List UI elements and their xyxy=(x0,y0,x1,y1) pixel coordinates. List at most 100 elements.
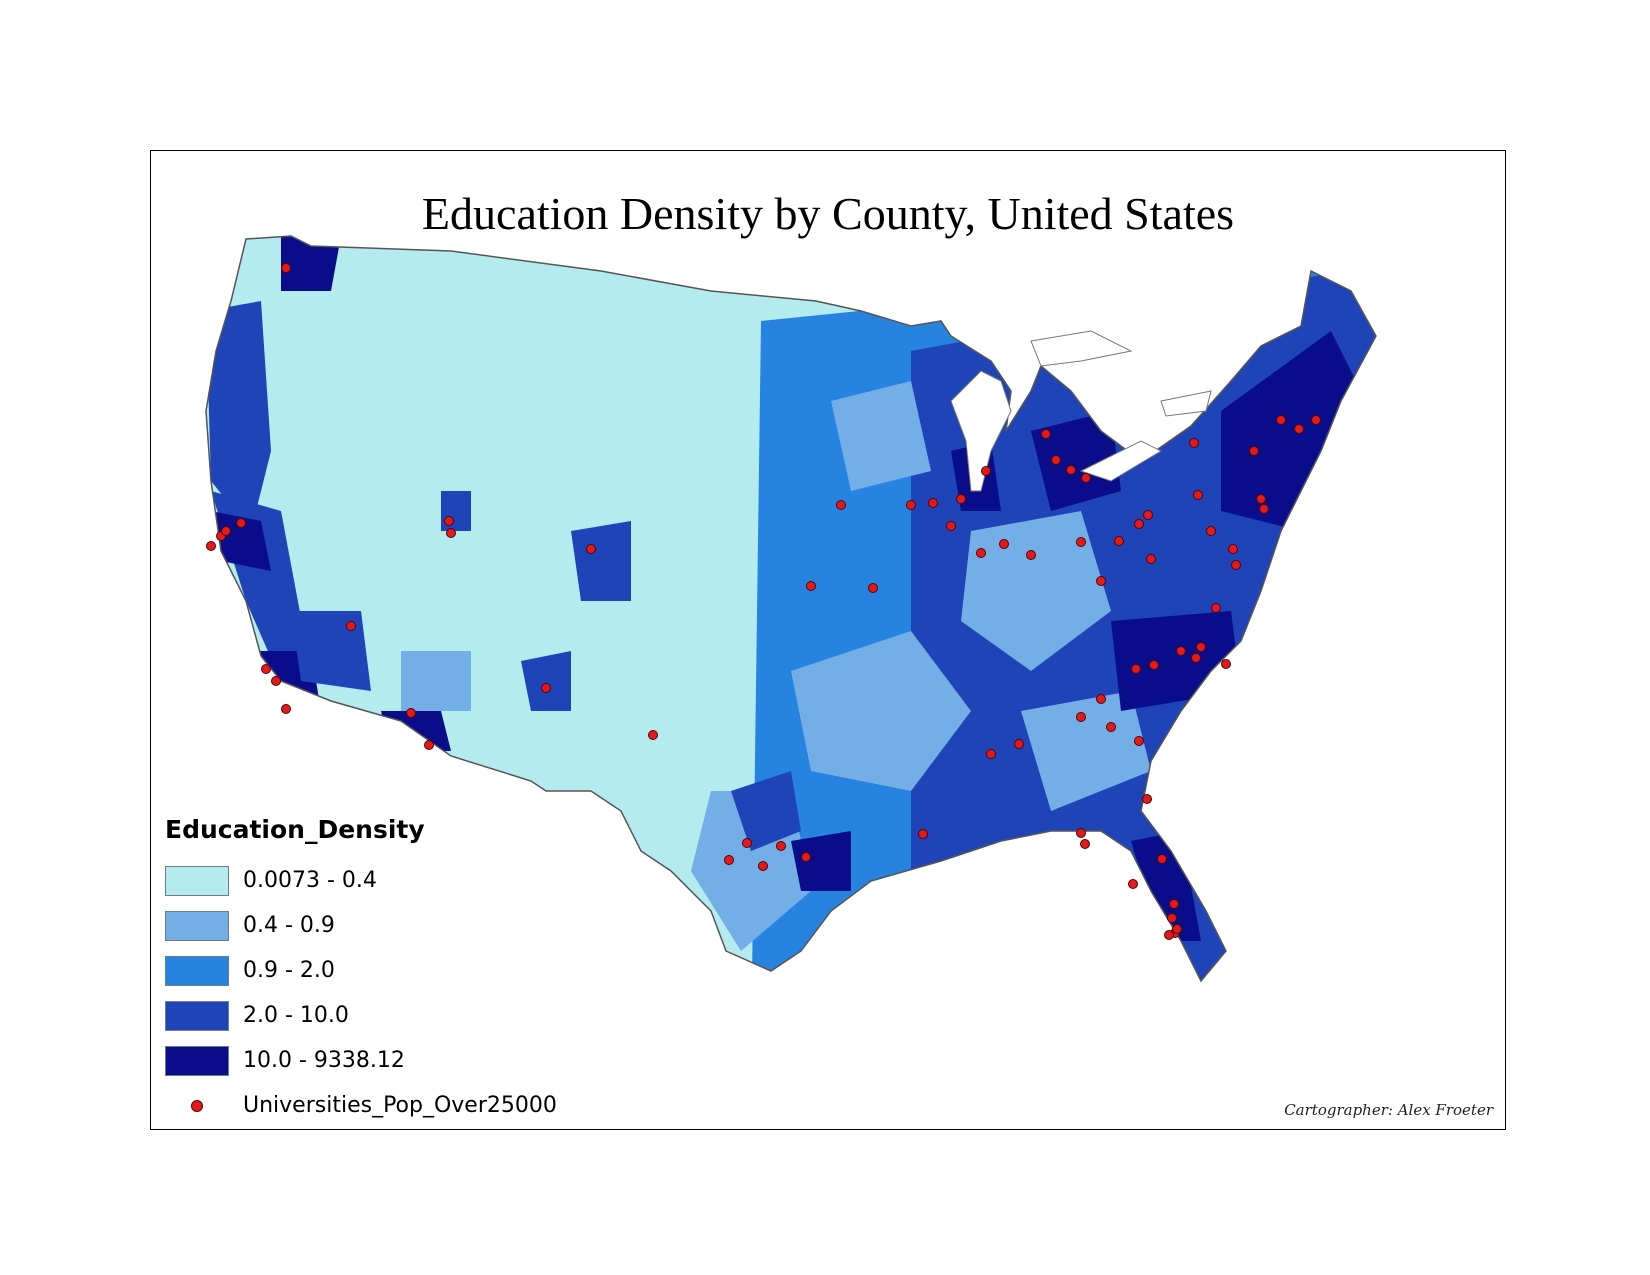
ohio-metro xyxy=(1031,411,1121,511)
university-point xyxy=(1221,659,1231,669)
university-point xyxy=(1131,664,1141,674)
university-point xyxy=(236,518,246,528)
university-point xyxy=(1096,576,1106,586)
university-point xyxy=(1211,603,1221,613)
us-county-map xyxy=(205,235,1377,982)
southern-nevada-fill xyxy=(291,611,371,691)
university-point xyxy=(1081,473,1091,483)
university-point xyxy=(906,500,916,510)
university-point xyxy=(1106,722,1116,732)
university-point xyxy=(1167,913,1177,923)
patch-georgia xyxy=(1021,691,1151,811)
university-point xyxy=(1294,424,1304,434)
university-point xyxy=(1311,415,1321,425)
university-point xyxy=(1080,839,1090,849)
university-point xyxy=(1076,712,1086,722)
university-point xyxy=(999,539,1009,549)
cartographer-credit: Cartographer: Alex Froeter xyxy=(1284,1101,1493,1119)
legend-label-class3: 0.9 - 2.0 xyxy=(243,958,335,983)
legend-label-class2: 0.4 - 0.9 xyxy=(243,913,335,938)
university-point xyxy=(1143,510,1153,520)
university-point xyxy=(1096,694,1106,704)
university-point xyxy=(836,500,846,510)
university-point xyxy=(1128,879,1138,889)
university-point xyxy=(1041,429,1051,439)
university-point xyxy=(446,528,456,538)
university-point xyxy=(271,676,281,686)
legend-swatch-class1 xyxy=(165,865,229,896)
legend-label-class4: 2.0 - 10.0 xyxy=(243,1003,349,1028)
university-point xyxy=(742,838,752,848)
university-point xyxy=(1206,526,1216,536)
university-point xyxy=(758,861,768,871)
texas-central xyxy=(731,771,801,851)
legend-item-class4: 2.0 - 10.0 xyxy=(165,993,557,1038)
university-point xyxy=(1193,490,1203,500)
university-point xyxy=(1259,504,1269,514)
university-point xyxy=(1014,739,1024,749)
legend-label-class5: 10.0 - 9338.12 xyxy=(243,1048,405,1073)
great-lakes xyxy=(950,330,1212,492)
university-dot-icon xyxy=(191,1099,203,1112)
salt-lake-metro xyxy=(441,491,471,531)
university-point xyxy=(806,581,816,591)
legend-item-class3: 0.9 - 2.0 xyxy=(165,948,557,993)
university-point xyxy=(1172,924,1182,934)
university-point xyxy=(1134,519,1144,529)
lake-ontario xyxy=(1160,390,1212,417)
university-point xyxy=(1134,736,1144,746)
lake-superior-edge xyxy=(1030,330,1133,367)
university-point xyxy=(1196,642,1206,652)
university-point xyxy=(1149,660,1159,670)
university-point xyxy=(868,583,878,593)
university-point xyxy=(261,664,271,674)
university-point xyxy=(1076,537,1086,547)
university-point xyxy=(956,494,966,504)
seattle-metro xyxy=(281,236,341,291)
university-point xyxy=(976,548,986,558)
legend-label-class1: 0.0073 - 0.4 xyxy=(243,868,377,893)
map-frame: Education Density by County, United Stat… xyxy=(150,150,1506,1130)
university-point xyxy=(648,730,658,740)
university-point xyxy=(928,498,938,508)
legend-swatch-class4 xyxy=(165,1000,229,1031)
university-point xyxy=(541,683,551,693)
lake-michigan xyxy=(950,370,1012,492)
legend-label-universities: Universities_Pop_Over25000 xyxy=(243,1093,557,1118)
legend-swatch-class2 xyxy=(165,910,229,941)
university-point xyxy=(1157,854,1167,864)
university-point xyxy=(918,829,928,839)
patch-southcentral xyxy=(791,631,971,791)
legend-swatch-class3 xyxy=(165,955,229,986)
legend: Education_Density 0.0073 - 0.4 0.4 - 0.9… xyxy=(165,815,557,1128)
university-point xyxy=(1191,653,1201,663)
university-point xyxy=(1231,560,1241,570)
university-point xyxy=(1176,646,1186,656)
legend-item-class5: 10.0 - 9338.12 xyxy=(165,1038,557,1083)
university-point xyxy=(406,708,416,718)
university-point xyxy=(1256,494,1266,504)
university-point xyxy=(1142,794,1152,804)
legend-item-universities: Universities_Pop_Over25000 xyxy=(165,1083,557,1128)
university-point xyxy=(206,541,216,551)
university-point xyxy=(1276,415,1286,425)
legend-title: Education_Density xyxy=(165,815,425,844)
university-point xyxy=(1228,544,1238,554)
legend-item-class2: 0.4 - 0.9 xyxy=(165,903,557,948)
university-point xyxy=(1249,446,1259,456)
patch-appalachia xyxy=(961,511,1111,671)
legend-university-symbol xyxy=(165,1091,229,1121)
south-florida-metro xyxy=(1131,831,1201,941)
university-point xyxy=(424,740,434,750)
university-point xyxy=(281,263,291,273)
lake-erie xyxy=(1079,440,1163,482)
albuquerque-metro xyxy=(521,651,571,711)
university-point xyxy=(586,544,596,554)
university-point xyxy=(1076,828,1086,838)
university-point xyxy=(1189,438,1199,448)
university-point xyxy=(946,521,956,531)
university-point xyxy=(221,526,231,536)
university-point xyxy=(801,852,811,862)
arizona-patch xyxy=(401,651,471,711)
university-point xyxy=(986,749,996,759)
